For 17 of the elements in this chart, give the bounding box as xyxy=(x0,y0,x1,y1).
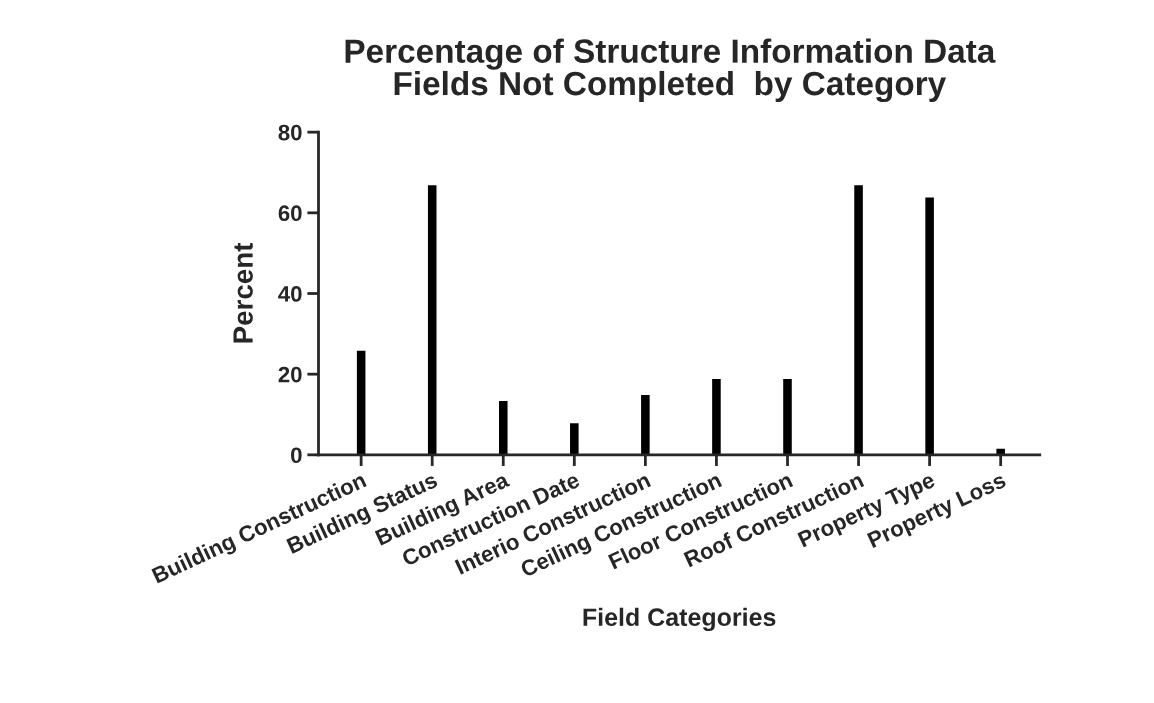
y-tick-label: 0 xyxy=(291,447,302,464)
x-axis-title: Field Categories xyxy=(583,607,776,632)
bar xyxy=(355,349,367,455)
y-tick-label: 40 xyxy=(278,286,302,302)
bar xyxy=(710,377,723,455)
y-tick-label: 60 xyxy=(278,205,302,222)
y-tick-label: 20 xyxy=(278,366,302,383)
bar xyxy=(923,196,936,455)
bar xyxy=(426,183,438,455)
bar xyxy=(568,421,580,455)
y-axis-title: Percent xyxy=(233,242,253,343)
y-tick-label: 80 xyxy=(278,124,302,141)
chart-title: Percentage of Structure Information Data Fields Not Completed by Category xyxy=(345,38,996,103)
bar xyxy=(852,183,865,455)
bar xyxy=(497,399,509,455)
bar xyxy=(639,393,652,455)
bar xyxy=(781,377,794,455)
